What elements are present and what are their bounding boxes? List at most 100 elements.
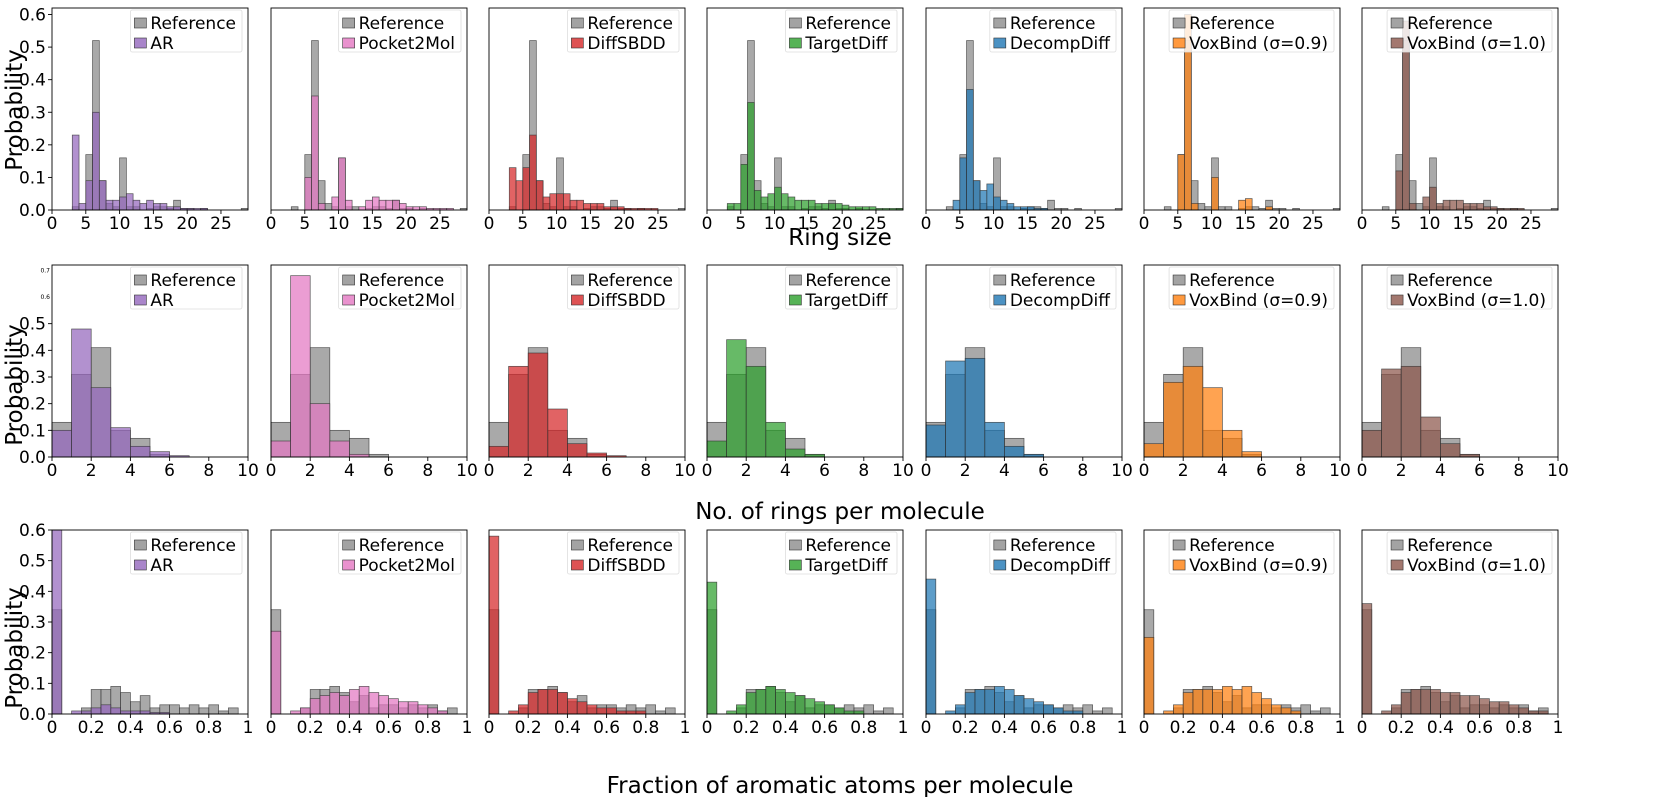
legend-swatch-r1-c4-1 <box>789 37 802 49</box>
panel-r3-c1: 0 0.2 0.4 0.6 0.8 1 0.0 0.1 0.2 0.3 0.4 0.5 0.6 Refer… <box>19 521 253 738</box>
legend-box-r1-c6 <box>1168 9 1335 53</box>
model-bar-r1-c7-b2 <box>1395 170 1403 211</box>
legend-label-r3-c6-0: Reference <box>1189 536 1275 556</box>
model-bar-r3-c2-b0 <box>270 630 282 715</box>
xtick-label-r3-c6-3: 0.6 <box>1248 718 1275 738</box>
reference-bar-r1-c2-b5 <box>324 203 333 211</box>
ytick-label-r3-4: 0.4 <box>19 582 46 602</box>
legend-swatch-r3-c1-0 <box>134 539 147 551</box>
model-bar-r1-c2-b2 <box>304 177 312 211</box>
model-bar-r3-c5-b11 <box>1033 701 1044 715</box>
model-bar-r1-c3-b6 <box>549 193 557 211</box>
xtick-label-r2-c7-1: 2 <box>1396 461 1407 481</box>
model-bar-r1-c1-b8 <box>125 193 134 211</box>
model-bar-r3-c7-b12 <box>1479 698 1490 715</box>
model-bar-r1-c1-b3 <box>92 111 100 211</box>
model-bar-r1-c7-b9 <box>1442 199 1451 211</box>
panel-frame-r2-c6 <box>1143 264 1341 458</box>
model-bar-r3-c6-b12 <box>1261 698 1272 715</box>
legend-label-r3-c2-0: Reference <box>359 536 445 556</box>
model-bar-r3-c2-b2 <box>290 710 301 715</box>
xtick-label-r1-c7-2: 10 <box>1419 214 1441 234</box>
xtick-label-r3-c2-2: 0.4 <box>336 718 363 738</box>
xtick-label-r1-c3-1: 5 <box>517 214 528 234</box>
model-bar-r2-c4-b4 <box>785 448 806 458</box>
model-bar-r3-c2-b6 <box>329 692 340 715</box>
xtick-label-r2-c6-3: 6 <box>1256 461 1267 481</box>
model-bar-r1-c7-b12 <box>1463 203 1471 211</box>
legend-label-r3-c7-0: Reference <box>1407 536 1493 556</box>
xtick-label-r3-c1-2: 0.4 <box>117 718 144 738</box>
xtick-label-r1-c7-5: 25 <box>1520 214 1542 234</box>
model-bar-r2-c1-b2 <box>90 387 112 458</box>
model-bar-r1-c2-b3 <box>311 95 319 211</box>
legend-box-r1-c1 <box>129 9 243 53</box>
legend-swatch-r2-c5-1 <box>993 294 1007 306</box>
xtick-label-r2-c3-2: 4 <box>562 461 573 481</box>
xtick-label-r3-c4-1: 0.2 <box>733 718 760 738</box>
model-bar-r1-c7-b13 <box>1469 203 1478 211</box>
model-bar-r2-c1-b4 <box>130 445 151 458</box>
model-bar-r3-c6-b6 <box>1202 689 1213 715</box>
xtick-label-r1-c5-3: 15 <box>1017 214 1039 234</box>
panel-frame-r3-c2 <box>270 529 468 715</box>
xtick-label-r1-c3-5: 25 <box>647 214 669 234</box>
model-bar-r3-c6-b3 <box>1173 704 1184 715</box>
model-bar-r1-c6-b12 <box>1245 198 1253 211</box>
xtick-label-r2-c2-4: 8 <box>422 461 433 481</box>
reference-bar-r3-c5-b18 <box>1102 707 1113 715</box>
model-bar-r3-c7-b0 <box>1361 603 1373 715</box>
legend-label-r2-c3-1: DiffSBDD <box>587 291 665 311</box>
model-bar-r3-c5-b9 <box>1013 695 1025 715</box>
model-bar-r1-c4-b13 <box>814 203 823 211</box>
model-bar-r2-c7-b0 <box>1361 429 1382 458</box>
model-bar-r1-c5-b5 <box>979 190 988 211</box>
model-bar-r1-c2-b15 <box>392 199 400 211</box>
ytick-label-r2-0: 0.0 <box>19 448 46 468</box>
xtick-label-r1-c6-2: 10 <box>1201 214 1223 234</box>
xtick-label-r3-c1-0: 0 <box>47 718 58 738</box>
model-bar-r1-c2-b12 <box>372 196 380 211</box>
reference-bar-r3-c4-b16 <box>863 704 874 715</box>
model-bar-r3-c4-b0 <box>706 581 718 715</box>
panel-frame-r1-c4 <box>706 7 904 211</box>
model-bar-r3-c1-b6 <box>110 707 121 715</box>
xtick-label-r3-c3-3: 0.6 <box>593 718 620 738</box>
model-bar-r1-c3-b1 <box>515 180 524 211</box>
legend-box-r3-c3 <box>566 531 680 575</box>
model-bar-r1-c3-b2 <box>522 167 530 211</box>
model-bar-r3-c3-b6 <box>547 689 558 715</box>
model-bar-r1-c3-b12 <box>590 203 598 211</box>
model-bar-r3-c5-b2 <box>945 710 956 715</box>
xtick-label-r2-c2-0: 0 <box>266 461 277 481</box>
legend-box-r1-c7 <box>1386 9 1553 53</box>
model-bar-r2-c3-b2 <box>527 352 549 458</box>
row3-xlabel: Fraction of aromatic atoms per molecule <box>607 773 1074 797</box>
model-bar-r3-c7-b15 <box>1508 704 1520 715</box>
xtick-label-r2-c2-3: 6 <box>383 461 394 481</box>
model-bar-r2-c1-b1 <box>71 328 92 458</box>
model-bar-r3-c5-b14 <box>1062 710 1074 715</box>
legend-swatch-r3-c3-1 <box>571 559 584 571</box>
model-bar-r3-c6-b15 <box>1290 710 1302 715</box>
reference-bar-r3-c3-b18 <box>665 707 676 715</box>
legend-label-r2-c6-0: Reference <box>1189 271 1275 291</box>
legend-swatch-r2-c4-1 <box>789 294 802 306</box>
model-bar-r3-c4-b2 <box>726 710 737 715</box>
xtick-label-r2-c5-1: 2 <box>960 461 971 481</box>
xtick-label-r3-c5-4: 0.8 <box>1069 718 1096 738</box>
legend-box-r2-c4 <box>784 266 898 310</box>
model-bar-r3-c2-b10 <box>368 692 380 715</box>
reference-bar-r3-c5-b17 <box>1092 710 1103 715</box>
model-bar-r3-c6-b4 <box>1182 692 1194 715</box>
model-bar-r2-c3-b0 <box>488 445 509 458</box>
xtick-label-r3-c7-2: 0.4 <box>1427 718 1454 738</box>
model-bar-r1-c5-b2 <box>959 157 967 211</box>
legend-label-r2-c1-1: AR <box>150 291 174 311</box>
xtick-label-r1-c3-0: 0 <box>484 214 495 234</box>
xtick-label-r1-c1-3: 15 <box>143 214 165 234</box>
legend-label-r2-c2-0: Reference <box>359 271 445 291</box>
